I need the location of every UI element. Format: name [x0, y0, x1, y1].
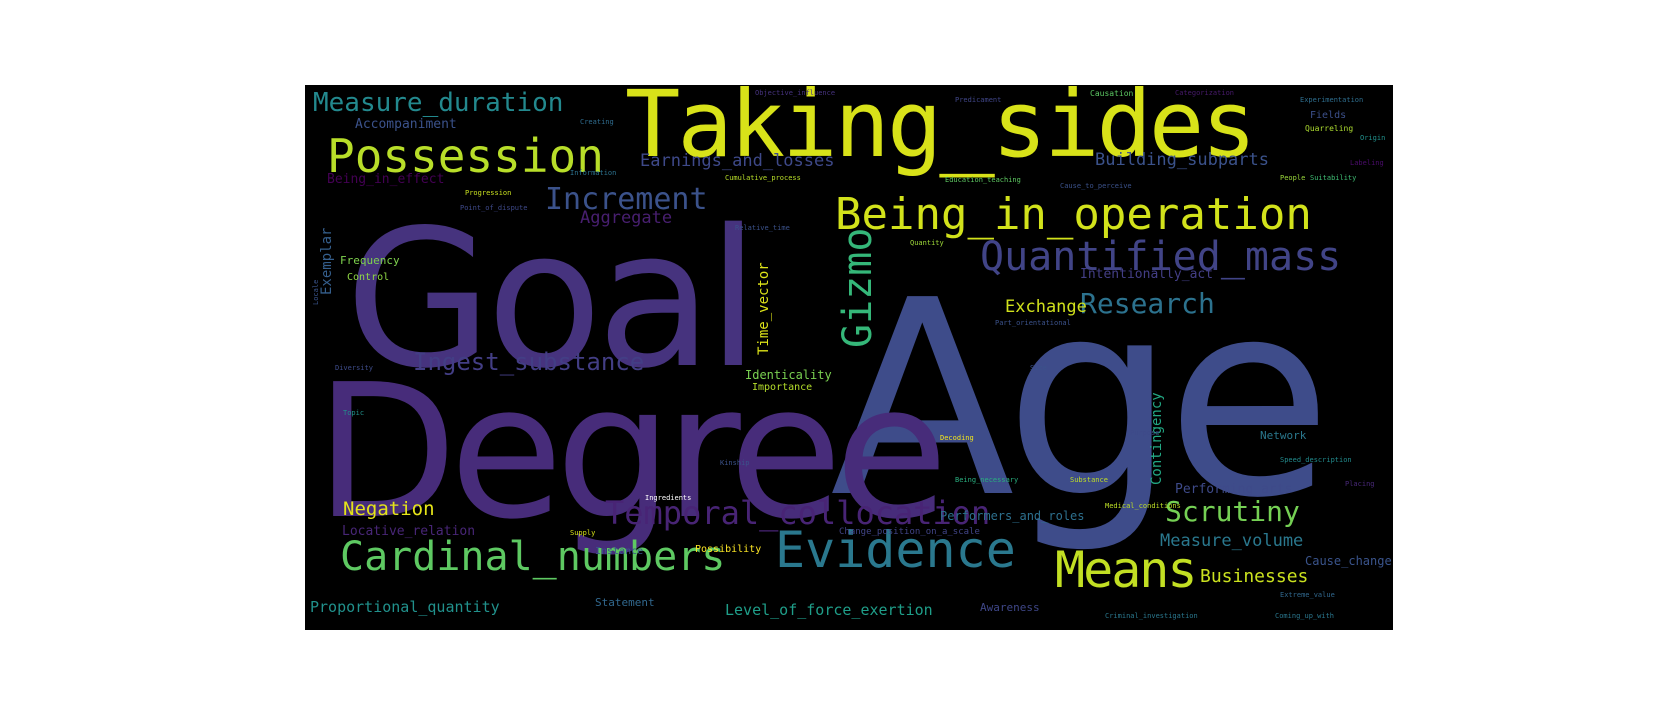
word: Fields — [1310, 110, 1347, 121]
word: Being_in_operation — [835, 189, 1312, 240]
word: Progression — [465, 189, 512, 197]
word: Ingredients — [645, 494, 692, 502]
word: Awareness — [980, 601, 1040, 614]
word: Measure_volume — [1160, 531, 1304, 551]
word: Suitability — [1310, 174, 1357, 182]
word: Businesses — [1200, 566, 1309, 587]
word: Diversity — [335, 364, 373, 372]
word: People — [1280, 174, 1306, 182]
word: Topic — [343, 409, 365, 417]
word: Purpose — [1130, 429, 1160, 437]
word: Creating — [580, 118, 614, 126]
word: Performing_arts — [1175, 482, 1293, 497]
word: Intentionally_act — [1080, 267, 1214, 282]
word: Importance — [752, 382, 813, 393]
word: Causation — [1090, 89, 1134, 98]
word: Cumulative_process — [725, 174, 801, 182]
word: Speed_description — [1280, 456, 1352, 464]
word: Part_orientational — [995, 319, 1071, 327]
word: Cause_change — [1305, 554, 1392, 568]
word: Predicament — [955, 96, 1002, 104]
word: Control — [347, 272, 390, 283]
word: Quantified_mass — [980, 234, 1342, 280]
word: Locale — [312, 279, 320, 305]
word: Measure_duration — [313, 88, 564, 118]
word: Being_in_effect — [327, 172, 445, 187]
word: Ingest_substance — [413, 348, 645, 376]
word: Scrutiny — [1165, 495, 1300, 528]
word: Goal — [345, 189, 760, 410]
word: Possession — [327, 129, 604, 183]
word: Medical_conditions — [1105, 502, 1181, 510]
word: Criminal_investigation — [1105, 612, 1198, 620]
word: Decoding — [940, 434, 974, 442]
word: Time_vector — [756, 262, 772, 355]
word: Earnings_and_losses — [640, 151, 835, 171]
word: Accompaniment — [355, 117, 457, 132]
word: Size — [1030, 364, 1047, 372]
word: Locative_relation — [342, 524, 476, 539]
word: Quarreling — [1305, 124, 1354, 133]
word: Coming_up_with — [1275, 612, 1335, 620]
word: Network — [1260, 429, 1307, 442]
word: Contingency — [1149, 392, 1165, 485]
word: Taking_sides — [625, 85, 1257, 178]
word: Statement — [595, 596, 655, 609]
word: Aggregate — [580, 208, 673, 228]
word: Supply — [570, 529, 596, 537]
word: Cardinal_numbers — [340, 534, 726, 580]
word: Change_position_on_a_scale — [839, 527, 980, 537]
word: Kinship — [720, 459, 750, 467]
word: Quantity — [910, 239, 944, 247]
word: Performers_and_roles — [940, 509, 1085, 523]
word: Cause_to_perceive — [1060, 182, 1132, 190]
word: Proportional_quantity — [310, 598, 500, 616]
word: Categorization — [1175, 89, 1235, 97]
word: Degree — [315, 344, 948, 560]
word: Education_teaching — [945, 176, 1021, 184]
word: Increment — [545, 182, 708, 217]
word: Research — [1080, 287, 1215, 320]
word: Means — [1055, 541, 1198, 599]
word: Building_subparts — [1095, 150, 1269, 170]
word: Level_of_force_exertion — [725, 601, 933, 619]
word: Relative_time — [735, 224, 790, 232]
word: Age — [830, 242, 1332, 557]
word: Extreme_value — [1280, 591, 1335, 599]
word: Origin — [1360, 134, 1386, 142]
word: Identicality — [745, 368, 832, 382]
word: Instance — [595, 546, 644, 557]
word: Exchange — [1005, 297, 1087, 317]
word: Point_of_dispute — [460, 204, 528, 212]
word: Substance — [1070, 476, 1108, 484]
word: Temporal_collocation — [605, 494, 991, 532]
word: Labeling — [1350, 159, 1384, 167]
word: Being_necessary — [955, 476, 1019, 484]
word: Gizmo — [835, 227, 881, 348]
word: Exemplar — [319, 227, 335, 295]
word: Placing — [1345, 480, 1375, 488]
word-cloud: Goal Age Degree Taking_sides Possession … — [305, 85, 1393, 630]
word: Evidence — [775, 521, 1016, 579]
word: Information — [570, 169, 617, 177]
word: Frequency — [340, 254, 400, 267]
word: Experimentation — [1300, 96, 1364, 104]
word: Negation — [343, 498, 435, 520]
word: Possibility — [695, 544, 762, 555]
word: Objective_influence — [755, 89, 836, 97]
